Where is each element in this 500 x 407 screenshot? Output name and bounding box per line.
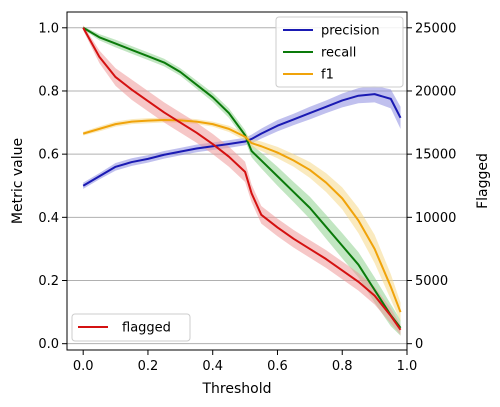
flagged-line	[82, 27, 402, 331]
legend-label-f1: f1	[321, 68, 334, 83]
y2-axis-ticks: 0 5000 10000 15000 20000 25000	[407, 21, 456, 352]
y-tick-label: 0.4	[38, 211, 59, 226]
y2-tick-label: 0	[415, 337, 423, 352]
y2-tick-label: 5000	[415, 274, 448, 289]
f1-band	[83, 117, 401, 322]
legend-label-precision: precision	[321, 24, 380, 39]
legend-top-right: precision recall f1	[275, 16, 404, 88]
confidence-bands	[83, 25, 401, 336]
y2-axis-label: Flagged	[475, 153, 491, 209]
series-lines	[82, 26, 402, 331]
y-tick-label: 0.8	[38, 84, 59, 99]
y-axis-label: Metric value	[10, 138, 26, 224]
precision-band	[83, 85, 401, 189]
f1-line	[82, 119, 402, 313]
recall-line	[82, 26, 402, 329]
y2-tick-label: 25000	[415, 21, 456, 36]
y-tick-label: 1.0	[38, 21, 59, 36]
x-axis-label: Threshold	[202, 381, 272, 397]
plot-frame	[66, 11, 408, 351]
x-tick-label: 0.6	[267, 359, 288, 374]
legend-bottom-left: flagged	[71, 313, 191, 342]
x-axis-ticks: 0.0 0.2 0.4 0.6 0.8 1.0	[73, 350, 417, 374]
y-tick-label: 0.6	[38, 148, 59, 163]
x-tick-label: 0.2	[138, 359, 159, 374]
x-tick-label: 0.0	[73, 359, 94, 374]
y2-tick-label: 15000	[415, 148, 456, 163]
legend-box	[275, 16, 404, 88]
y-tick-label: 0.0	[38, 337, 59, 352]
x-tick-label: 0.8	[332, 359, 353, 374]
y2-tick-label: 10000	[415, 211, 456, 226]
x-tick-label: 0.4	[202, 359, 223, 374]
y2-tick-label: 20000	[415, 84, 456, 99]
y-axis-ticks: 0.0 0.2 0.4 0.6 0.8 1.0	[38, 21, 67, 352]
x-tick-label: 1.0	[397, 359, 418, 374]
flagged-band	[83, 25, 401, 335]
legend-label-recall: recall	[321, 46, 356, 61]
legend-box-flagged	[71, 313, 191, 342]
y-tick-label: 0.2	[38, 274, 59, 289]
legend-label-flagged: flagged	[122, 321, 171, 336]
